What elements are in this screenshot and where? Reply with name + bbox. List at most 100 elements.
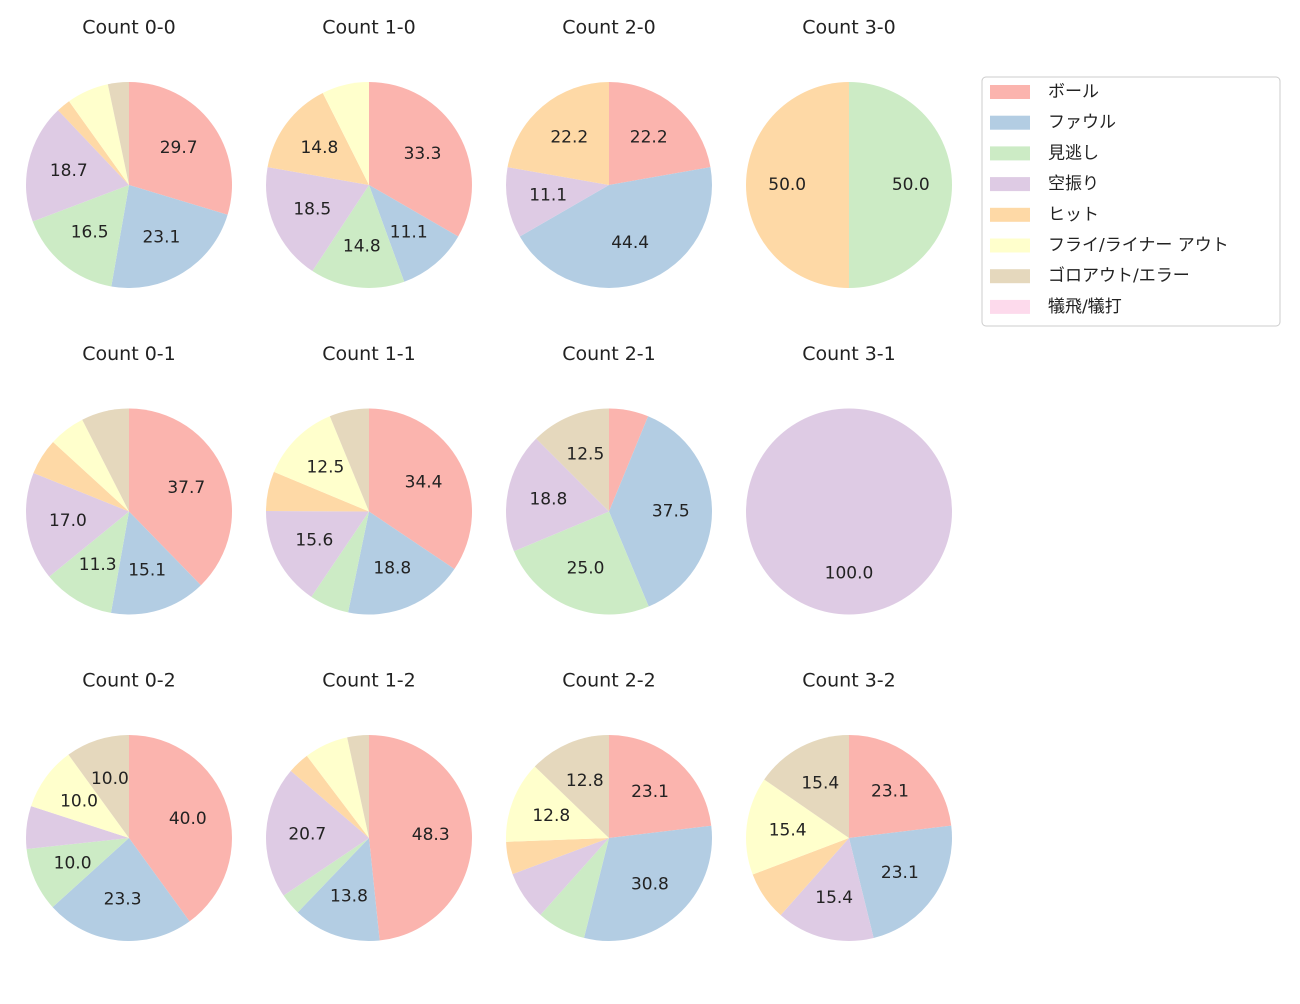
pie-slice <box>369 82 472 237</box>
pie-slice <box>267 92 369 185</box>
legend-label: ゴロアウト/エラー <box>1048 265 1190 286</box>
pie-slice <box>129 735 233 922</box>
value-label: 11.3 <box>79 555 117 575</box>
pie-slice <box>129 82 232 215</box>
value-label: 15.1 <box>128 561 166 581</box>
pie-slice <box>506 766 609 842</box>
value-label: 22.2 <box>550 128 588 148</box>
value-label: 23.1 <box>871 782 909 802</box>
value-label: 18.8 <box>529 490 567 510</box>
value-label: 18.8 <box>373 559 411 579</box>
pie-slice <box>311 511 369 613</box>
pie-title: Count 2-0 <box>562 17 656 39</box>
pie-title: Count 0-0 <box>82 17 176 39</box>
value-label: 23.3 <box>104 889 142 909</box>
legend-label: 犠飛/犠打 <box>1048 297 1122 317</box>
pie-slice <box>609 735 712 838</box>
pie-slice <box>752 838 849 916</box>
pie-slice <box>58 101 129 185</box>
pie-slice <box>849 735 952 838</box>
value-label: 23.1 <box>631 782 669 802</box>
pie-title: Count 0-2 <box>82 670 176 692</box>
pie-slice <box>273 416 369 512</box>
value-label: 37.7 <box>167 478 205 498</box>
pie-title: Count 3-0 <box>802 17 896 39</box>
pie-slice <box>266 511 369 597</box>
pie-slice <box>519 167 712 288</box>
pie-slice <box>764 735 849 838</box>
pie-slice <box>266 167 369 272</box>
pie-slice <box>33 441 130 512</box>
pie-slice <box>609 416 712 607</box>
value-label: 25.0 <box>567 559 605 579</box>
pie-slice <box>540 838 609 938</box>
pie-title: Count 1-2 <box>322 670 416 692</box>
pie-slice <box>329 408 369 512</box>
pie-slice <box>584 825 712 941</box>
pie-title: Count 2-2 <box>562 670 656 692</box>
pie-slice <box>507 82 609 185</box>
pie-slice <box>266 471 369 512</box>
value-label: 34.4 <box>405 472 443 492</box>
pie-slice <box>68 735 129 838</box>
pie-slice <box>506 838 609 875</box>
value-label: 17.0 <box>49 511 87 531</box>
value-label: 20.7 <box>288 824 326 844</box>
pie-slice <box>266 770 369 896</box>
value-label: 10.0 <box>54 853 92 873</box>
legend-label: 見逃し <box>1048 143 1099 163</box>
value-label: 15.4 <box>815 888 853 908</box>
pie-slice <box>52 838 190 942</box>
legend-swatch <box>990 269 1030 284</box>
pie-slice <box>513 511 649 615</box>
legend-label: 空振り <box>1048 174 1099 194</box>
pie-slice <box>322 82 369 185</box>
pie-slice <box>348 511 455 615</box>
pie-slice <box>297 838 380 941</box>
pie-title: Count 2-1 <box>562 343 656 365</box>
value-label: 15.6 <box>295 530 333 550</box>
value-label: 12.8 <box>566 771 604 791</box>
legend-swatch <box>990 238 1030 253</box>
pie-slice <box>25 110 130 222</box>
value-label: 37.5 <box>652 501 690 521</box>
legend-swatch <box>990 207 1030 222</box>
value-label: 50.0 <box>892 175 930 195</box>
value-label: 12.8 <box>532 806 570 826</box>
pie-slice <box>780 838 874 941</box>
pie-title: Count 1-0 <box>322 17 416 39</box>
legend-swatch <box>990 115 1030 130</box>
pie-slice <box>110 511 201 615</box>
value-label: 11.1 <box>529 186 567 206</box>
value-label: 10.0 <box>91 769 129 789</box>
value-label: 18.5 <box>293 199 331 219</box>
pie-title: Count 3-2 <box>802 670 896 692</box>
pie-slice <box>369 185 459 282</box>
value-label: 50.0 <box>768 175 806 195</box>
pie-slice <box>746 82 849 288</box>
legend-label: ボール <box>1048 82 1099 102</box>
pie-slice <box>849 825 952 939</box>
value-label: 12.5 <box>566 444 604 464</box>
pie-slice <box>107 82 129 185</box>
pie-slice <box>505 167 609 237</box>
pie-slice <box>283 838 369 913</box>
pie-slice <box>69 84 129 185</box>
pie-slice <box>512 838 609 915</box>
pie-slice <box>369 408 472 570</box>
pie-slice <box>534 735 609 838</box>
pie-slice <box>746 408 952 615</box>
pie-slice <box>82 408 129 512</box>
pie-slice <box>536 408 609 512</box>
value-label: 18.7 <box>50 161 88 181</box>
value-label: 30.8 <box>631 874 669 894</box>
pie-slice <box>506 438 609 552</box>
pie-slice <box>32 185 129 287</box>
pie-slice <box>312 185 405 288</box>
pie-slice <box>111 185 228 288</box>
legend-swatch <box>990 299 1030 314</box>
value-label: 11.1 <box>390 222 428 242</box>
value-label: 15.4 <box>769 821 807 841</box>
pie-slice <box>369 735 473 941</box>
